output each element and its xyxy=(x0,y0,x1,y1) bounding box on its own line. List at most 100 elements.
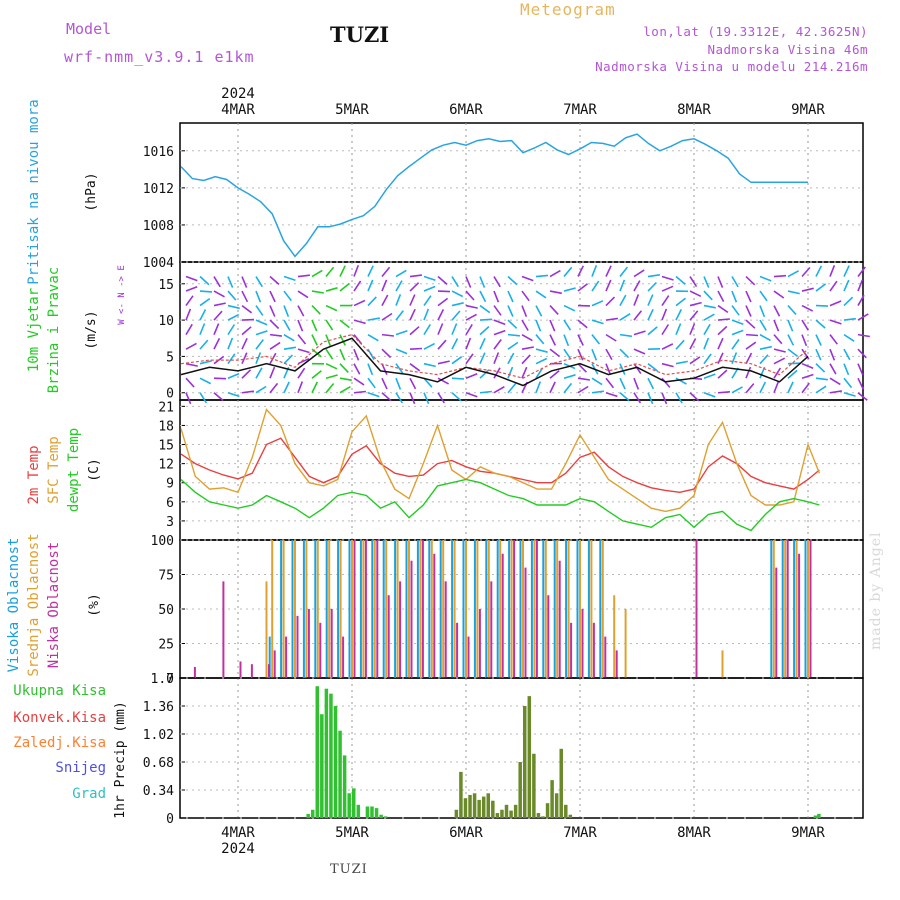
wind-barb xyxy=(255,330,268,336)
precip-legend-item: Konvek.Kisa xyxy=(13,710,106,726)
top-day-label: 5MAR xyxy=(335,102,369,118)
precip-bar xyxy=(454,809,459,818)
precip-bar xyxy=(468,794,472,818)
wind-barb xyxy=(241,390,255,394)
wind-barb xyxy=(619,348,630,359)
precip-bar xyxy=(523,706,527,818)
wind-barb xyxy=(801,304,814,312)
wind-barb xyxy=(829,377,841,386)
wind-barb xyxy=(731,276,739,288)
wind-barb xyxy=(535,290,547,299)
wind-barb xyxy=(563,334,570,347)
wind-barb xyxy=(451,377,465,380)
wind-barb xyxy=(409,294,416,306)
wind-barb xyxy=(465,276,472,288)
wind-barb xyxy=(605,391,618,398)
wind-barb xyxy=(395,294,402,306)
wind-barb xyxy=(759,290,768,302)
precip-bar xyxy=(481,796,486,818)
y-tick-label: 1008 xyxy=(143,219,174,234)
top-day-label: 4MAR xyxy=(221,102,255,118)
wind-barb xyxy=(815,377,828,381)
wind-barb xyxy=(339,386,351,394)
station-title: TUZI xyxy=(330,22,390,47)
wind-barb xyxy=(269,333,282,337)
wind-barb xyxy=(773,334,783,345)
wind-barb xyxy=(451,302,464,307)
wind-barb xyxy=(717,369,728,379)
wind-barb xyxy=(731,290,738,303)
y-tick-label: 21 xyxy=(158,400,174,415)
y-tick-label: 1012 xyxy=(143,182,174,197)
wind-barb xyxy=(507,366,514,379)
wind-barb xyxy=(283,333,295,342)
cloud-low-title: Niska Oblacnost xyxy=(46,542,62,668)
wind-barb xyxy=(843,265,850,277)
wind-barb xyxy=(633,294,640,306)
wind-barb xyxy=(857,377,864,390)
wind-barb xyxy=(199,360,212,365)
wind-barb xyxy=(675,377,687,385)
sfc-axis-title: SFC Temp xyxy=(46,436,62,503)
wind-axis-title-2: Brzina i Pravac xyxy=(46,267,62,393)
precip-bar xyxy=(536,813,541,818)
wind-barb xyxy=(479,290,487,303)
wind-barb xyxy=(829,390,843,394)
wind-barb xyxy=(563,382,573,394)
precip-bar xyxy=(564,804,568,818)
wind-barb xyxy=(703,290,713,301)
wind-barb xyxy=(339,363,349,373)
precip-bar xyxy=(315,686,320,818)
wind-barb xyxy=(353,319,366,325)
wind-barb xyxy=(843,348,851,361)
wind-barb xyxy=(409,363,421,372)
wind-barb xyxy=(227,372,240,379)
wind-barb xyxy=(283,354,293,365)
wind-barb xyxy=(577,385,589,394)
precip-bar xyxy=(306,813,310,818)
wind-barb xyxy=(493,305,502,316)
wind-barb xyxy=(535,348,548,353)
precip-bar xyxy=(459,771,463,818)
wind-barb xyxy=(283,275,296,282)
wind-barb xyxy=(647,281,657,292)
wind-barb xyxy=(339,319,350,329)
wind-barb xyxy=(367,317,380,321)
wind-barb xyxy=(843,391,856,397)
precip-bar xyxy=(509,810,513,818)
wind-barb xyxy=(493,339,502,350)
wind-barb xyxy=(255,305,264,316)
precip-bar xyxy=(568,814,573,818)
wind-barb xyxy=(815,265,823,277)
temp-series-line-1 xyxy=(180,408,821,513)
wind-barb xyxy=(241,290,249,303)
y-tick-label: 15 xyxy=(158,439,174,454)
wind-barb xyxy=(437,360,450,365)
wind-barb xyxy=(521,290,530,302)
wind-barb xyxy=(549,319,556,332)
wind-barb xyxy=(185,286,198,292)
precip-bar xyxy=(813,815,818,818)
wind-barb xyxy=(787,334,795,346)
wind-barb xyxy=(773,290,785,299)
wind-barb xyxy=(507,319,518,329)
wind-barb xyxy=(507,352,515,365)
wind-barb xyxy=(829,300,842,307)
wind-barb xyxy=(773,348,786,353)
wind-barb xyxy=(689,338,697,350)
altitude-label: Nadmorska Visina 46m xyxy=(707,42,868,57)
wind-barb xyxy=(521,275,534,282)
wind-barb xyxy=(465,391,478,398)
wind-barb xyxy=(423,295,432,307)
wind-barb xyxy=(857,294,865,306)
wind-barb xyxy=(563,287,576,292)
precip-bar xyxy=(463,798,468,818)
wind-barb xyxy=(269,319,280,330)
wind-barb xyxy=(241,318,255,321)
pressure-unit-label: (hPa) xyxy=(84,172,99,211)
wind-barb xyxy=(689,323,696,335)
wind-barb xyxy=(297,367,306,379)
wind-barb xyxy=(521,346,534,350)
wind-barb xyxy=(241,276,248,288)
wind-barb xyxy=(745,290,752,303)
